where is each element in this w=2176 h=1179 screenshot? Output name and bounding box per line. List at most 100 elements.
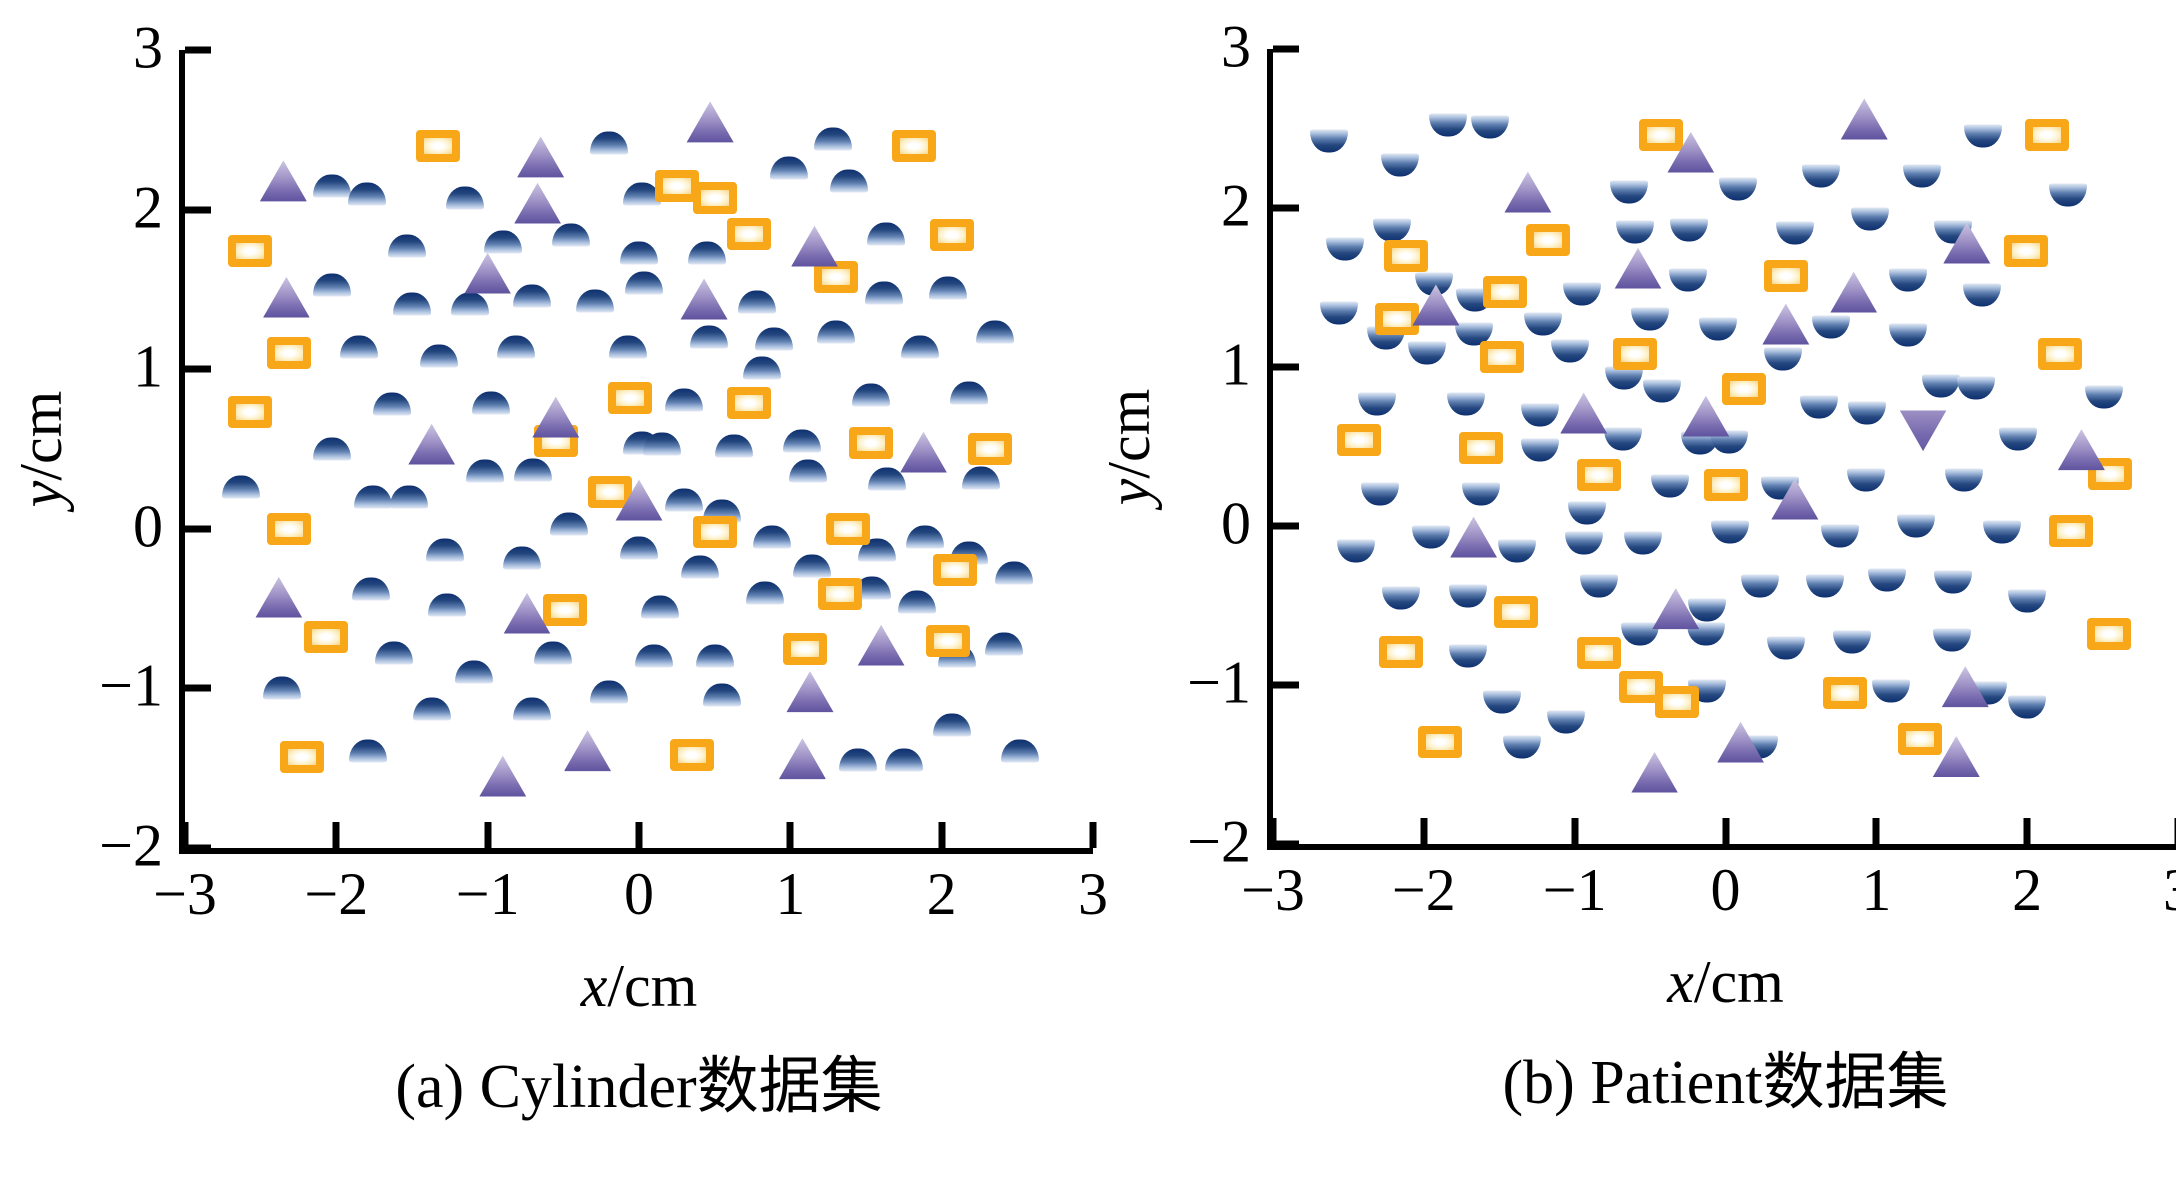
blue-dot-marker — [1448, 584, 1487, 608]
yellow-square-marker — [1459, 432, 1504, 465]
blue-dot-marker — [1616, 220, 1654, 244]
blue-dot-marker — [789, 459, 828, 483]
blue-dot-marker — [1934, 570, 1973, 594]
x-tick — [635, 822, 643, 848]
blue-dot-marker — [1623, 531, 1662, 555]
blue-dot-marker — [589, 131, 628, 155]
yellow-square-marker — [1721, 373, 1766, 406]
x-axis-variable: x — [1667, 949, 1694, 1015]
x-tick-label: −1 — [1542, 857, 1607, 923]
purple-triangle-marker — [255, 576, 303, 618]
blue-dot-marker — [695, 644, 734, 668]
purple-triangle-marker — [262, 276, 310, 318]
blue-dot-marker — [1670, 218, 1709, 242]
x-tick — [1722, 818, 1729, 844]
x-tick-label: 3 — [2163, 860, 2176, 920]
plot-area-a: y/cm x/cm (a) Cylinder数据集 −3 −2 −1 0 1 2 3 3 2 1 0… — [8, 18, 1108, 1118]
blue-dot-marker — [1631, 307, 1670, 331]
yellow-square-marker — [228, 396, 273, 429]
blue-dot-marker — [340, 335, 379, 359]
blue-dot-marker — [753, 525, 792, 549]
blue-dot-marker — [471, 391, 510, 415]
blue-dot-marker — [1520, 438, 1559, 462]
yellow-square-marker — [2048, 514, 2093, 547]
yellow-square-marker — [692, 515, 737, 548]
blue-dot-marker — [866, 222, 905, 246]
y-tick-label: 0 — [1221, 490, 1251, 557]
purple-triangle-down-marker — [1899, 410, 1947, 452]
y-tick — [1273, 45, 1299, 53]
x-tick-label: 3 — [1078, 861, 1108, 927]
blue-dot-marker — [624, 271, 663, 295]
x-tick — [2174, 818, 2176, 844]
blue-dot-marker — [665, 488, 704, 512]
y-axis-label-b: y/cm — [1096, 388, 1162, 505]
blue-dot-marker — [1851, 207, 1890, 231]
blue-dot-marker — [1320, 301, 1359, 325]
blue-dot-marker — [635, 644, 674, 668]
blue-dot-marker — [353, 485, 392, 509]
blue-dot-marker — [373, 392, 412, 416]
yellow-square-marker — [727, 217, 772, 250]
yellow-square-marker — [933, 554, 978, 587]
yellow-square-marker — [669, 739, 714, 772]
blue-dot-marker — [906, 525, 945, 549]
blue-dot-marker — [1605, 366, 1644, 390]
y-tick — [185, 844, 211, 852]
x-tick-label: 0 — [624, 861, 654, 927]
purple-triangle-marker — [532, 396, 580, 438]
blue-dot-marker — [898, 590, 937, 614]
blue-dot-marker — [1698, 317, 1737, 341]
y-axis-unit: /cm — [8, 390, 74, 481]
blue-dot-marker — [1668, 268, 1707, 292]
purple-triangle-marker — [1614, 247, 1662, 289]
y-tick — [185, 206, 211, 214]
purple-triangle-marker — [564, 730, 612, 772]
blue-dot-marker — [1711, 520, 1750, 544]
purple-triangle-marker — [778, 738, 826, 780]
yellow-square-marker — [1336, 424, 1381, 457]
yellow-square-marker — [1493, 595, 1538, 628]
blue-dot-marker — [689, 325, 728, 349]
x-tick — [1571, 818, 1579, 844]
blue-dot-marker — [1483, 690, 1522, 714]
blue-dot-marker — [1889, 268, 1927, 292]
blue-dot-marker — [2008, 695, 2047, 719]
blue-dot-marker — [884, 748, 923, 772]
y-axis-variable: y — [8, 480, 74, 508]
blue-dot-marker — [1448, 644, 1487, 668]
blue-dot-marker — [576, 289, 615, 313]
blue-dot-marker — [1447, 392, 1486, 416]
blue-dot-marker — [1688, 598, 1727, 622]
y-tick-label: −1 — [99, 652, 163, 719]
blue-dot-marker — [1412, 525, 1451, 549]
yellow-square-marker — [267, 512, 312, 545]
y-tick — [1273, 840, 1299, 848]
blue-dot-marker — [374, 641, 413, 665]
blue-dot-marker — [455, 660, 494, 684]
blue-dot-marker — [745, 581, 784, 605]
blue-dot-marker — [830, 169, 869, 193]
yellow-square-marker — [848, 426, 893, 459]
blue-dot-marker — [1407, 341, 1446, 365]
plot-area-b: y/cm x/cm (b) Patient数据集 −3−2−101233210−… — [1096, 17, 2176, 1114]
y-tick — [1273, 522, 1299, 530]
blue-dot-marker — [1872, 679, 1911, 703]
yellow-square-marker — [1525, 223, 1570, 256]
x-tick-label: −3 — [1241, 857, 1305, 923]
yellow-square-marker — [654, 169, 699, 202]
purple-triangle-marker — [900, 431, 947, 473]
blue-dot-marker — [868, 467, 907, 491]
blue-dot-marker — [851, 383, 890, 407]
blue-dot-marker — [1766, 636, 1805, 660]
blue-dot-marker — [984, 632, 1023, 656]
y-tick — [185, 46, 211, 54]
y-tick — [185, 684, 211, 692]
blue-dot-marker — [1718, 177, 1757, 201]
blue-dot-marker — [738, 290, 777, 314]
x-tick-label: 1 — [775, 861, 806, 927]
blue-dot-marker — [426, 538, 465, 562]
blue-dot-marker — [412, 697, 451, 721]
y-tick-label: 1 — [1221, 331, 1251, 398]
